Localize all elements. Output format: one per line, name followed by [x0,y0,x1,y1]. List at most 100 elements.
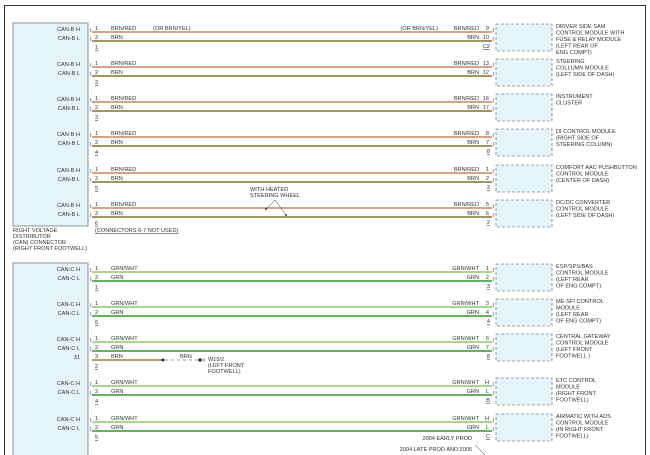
wire-color-label: BRN [111,176,123,182]
pin-number: 1 [95,380,98,386]
distributor-box-can-b [12,22,89,227]
module-name-line: CLUSTER [556,101,582,107]
connector-pin-icon [89,426,92,432]
pin-number: 1 [95,61,98,67]
module-name-line: (LEFT SIDE OF DASH) [556,213,614,219]
wire-color-label: BRN [467,140,479,146]
module-box [495,128,553,157]
wire-color-label: GRN [467,275,479,281]
pin-number: 2 [95,70,98,76]
module-name-line: DRIVER SIDE SAM [556,24,606,30]
connector-pin-icon [492,390,495,396]
connector-pin-icon [89,36,92,42]
signal-label: CAN-C L [58,276,80,282]
connector-pin-icon [89,311,92,317]
pin-number: 6 [486,336,489,342]
module-box [495,164,553,193]
wire-color-label: BRN/RED [454,167,479,173]
note-leader-dot [285,214,287,216]
module-name-line: MODULE [556,385,580,391]
wire-color-label: GRN/WHT [452,380,479,386]
module-box [495,23,553,52]
connector-pin-icon [492,426,495,432]
signal-label: CAN-B H [57,62,80,68]
ground-point [198,358,202,362]
signal-label: CAN-B L [58,212,80,218]
connector-id: 8 [487,149,490,155]
pin-number: 7 [486,140,489,146]
connector-id: 3 [487,185,490,191]
pin-number: 2 [95,425,98,431]
connector-pin-icon [492,381,495,387]
pin-number: L [486,389,489,395]
connector-pin-icon [89,141,92,147]
module-name-line: FOOTWELL ) [556,354,590,360]
pin-number: 1 [486,167,489,173]
module-name-line: ME-SFI CONTROL [556,299,604,305]
module-name-line: FOOTWELL) [556,398,589,404]
connector-pin-icon [492,337,495,343]
signal-label: CAN-B H [57,132,80,138]
pin-number: 1 [95,336,98,342]
wire-color-label: BRN/RED [111,202,136,208]
module-name-line: (LEFT REAR [556,277,589,283]
wire-color-label: GRN [111,345,123,351]
wire-color-label: BRN [111,70,123,76]
connector-pin-icon [492,141,495,147]
wire-color-label: BRN/RED [111,167,136,173]
module-name-line: FUSE & RELAY MODULE [556,37,621,43]
wire-color-label: GRN/WHT [111,416,138,422]
note-leader-line [265,199,287,216]
connector-pin-icon [492,27,495,33]
wire-color-label: GRN [467,310,479,316]
splice-dot [161,358,165,362]
connector-pin-icon [492,132,495,138]
module-name-line: CONTROL MODULE [556,207,609,213]
signal-label: CAN-C H [57,302,80,308]
wire-color-label: GRN [111,389,123,395]
pin-number: 3 [486,301,489,307]
signal-label: CAN-C H [57,381,80,387]
connector-pin-icon [89,203,92,209]
pin-number: 2 [95,211,98,217]
distributor-label-line: DISTRIBUTOR [13,234,51,240]
wire-color-label: GRN/WHT [111,336,138,342]
connector-pin-icon [89,62,92,68]
wire-color-label: BRN/RED [454,61,479,67]
connector-pin-icon [89,177,92,183]
pin-number: 1 [95,26,98,32]
wire-color-label: GRN/WHT [111,266,138,272]
wire-color-label: BRN [111,35,123,41]
connector-id: 5 [95,186,98,192]
module-name-line: OF ENG COMPT) [556,319,601,325]
pin-number: 9 [486,26,489,32]
connector-pin-icon [89,302,92,308]
wire-color-label: BRN [467,176,479,182]
pin-number: 7 [486,345,489,351]
module-box [495,199,553,228]
module-name-line: ENG COMPT) [556,50,592,56]
module-name-line: (LEFT SIDE OF DASH) [556,72,614,78]
pin-number: 5 [486,202,489,208]
signal-label: CAN-B H [57,97,80,103]
connector-pin-icon [89,212,92,218]
pin-number: 2 [95,176,98,182]
ground-id: W15/2 [208,357,224,363]
connector-pin-icon [492,302,495,308]
connector-id: 2 [487,220,490,226]
connector-pin-icon [89,168,92,174]
module-name-line: (RIGHT FRONT [556,391,597,397]
pin-number: 2 [486,176,489,182]
ground-location: (LEFT FRONT [208,363,245,369]
wire-color-label: BRN/RED [111,131,136,137]
module-name-line: (LEFT FRONT [556,347,593,353]
pin-number: 8 [486,131,489,137]
pin-number: 2 [95,275,98,281]
connector-pin-icon [492,417,495,423]
wire-color-label: BRN [467,105,479,111]
module-box [495,93,553,122]
connector-pin-icon [492,212,495,218]
connectors-not-used-note: (CONNECTORS 6-7 NOT USED) [95,228,179,234]
wire-color-label: GRN [111,310,123,316]
module-name-line: ETC CONTROL [556,378,596,384]
